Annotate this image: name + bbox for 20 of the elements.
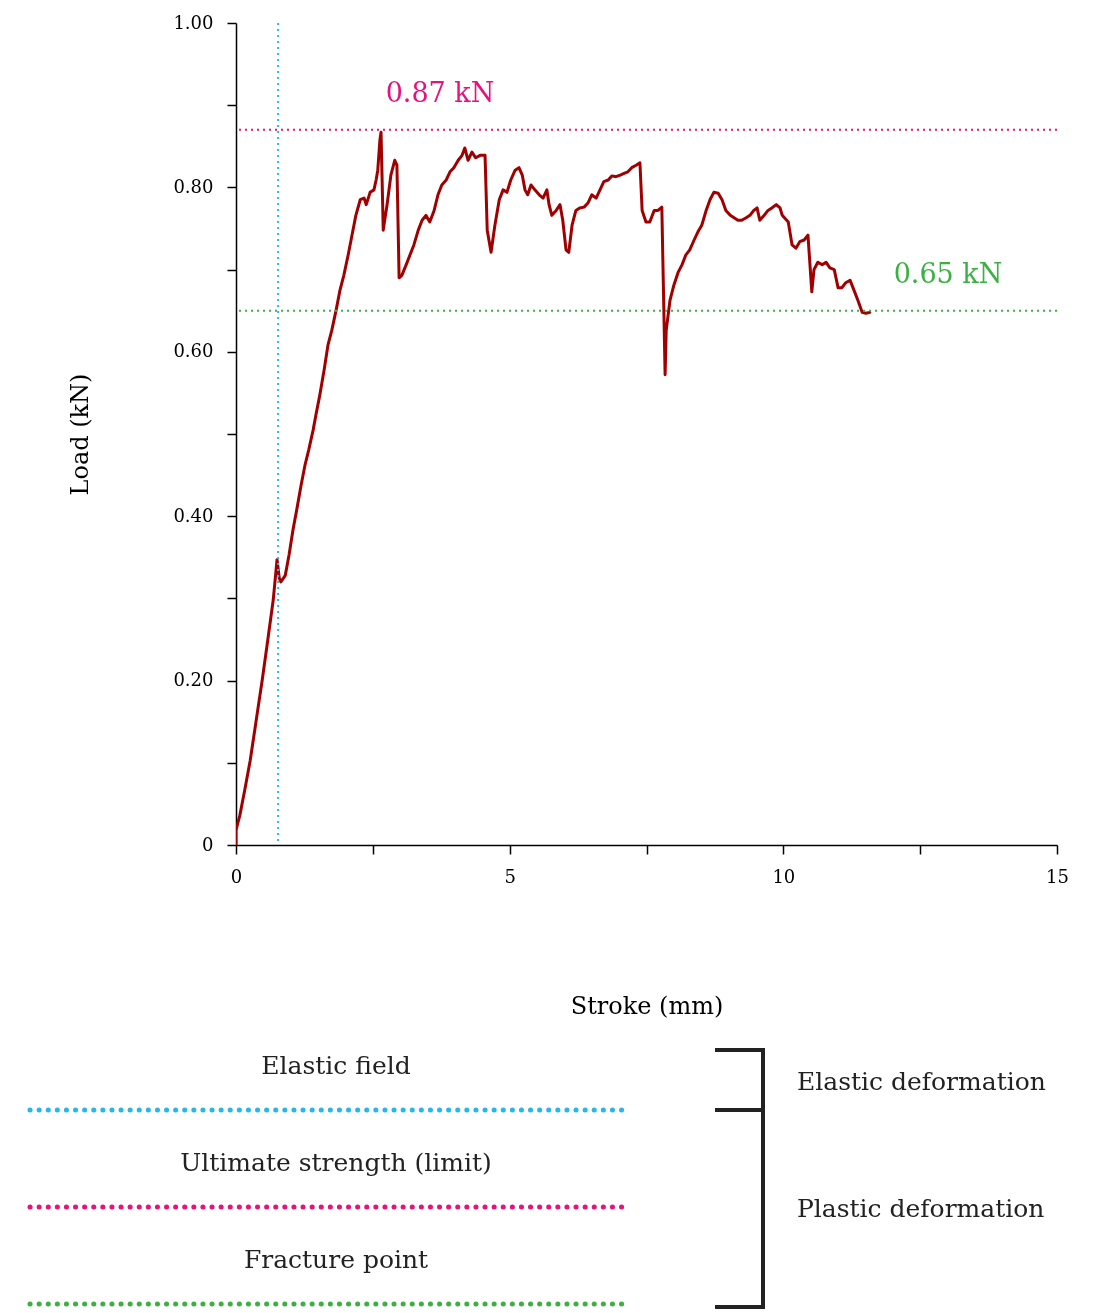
y-tick-label: 0 [202,833,214,855]
x-tick-label: 10 [772,865,796,887]
x-tick-label: 15 [1046,865,1069,887]
y-tick-label: 1.00 [173,11,214,33]
text: Plastic deformation [797,1194,1045,1223]
y-tick-label: 0.40 [173,504,214,526]
text: Fracture point [243,1245,429,1274]
y-tick-label: 0.80 [173,175,214,197]
y-axis-title: Load (kN) [66,373,95,496]
x-tick-label: 0 [230,865,243,887]
y-tick-label: 0.60 [173,340,214,362]
text: Ultimate strength (limit) [180,1148,492,1177]
text: Elastic field [261,1051,411,1080]
ref-line-label: 0.87 kN [385,76,495,108]
x-tick-label: 5 [504,865,516,887]
line-series [236,130,872,845]
y-tick-label: 0.20 [173,669,214,691]
ref-line-label: 0.65 kN [893,257,1003,289]
x-axis-title: Stroke (mm) [570,991,724,1020]
text: Elastic deformation [797,1067,1046,1096]
